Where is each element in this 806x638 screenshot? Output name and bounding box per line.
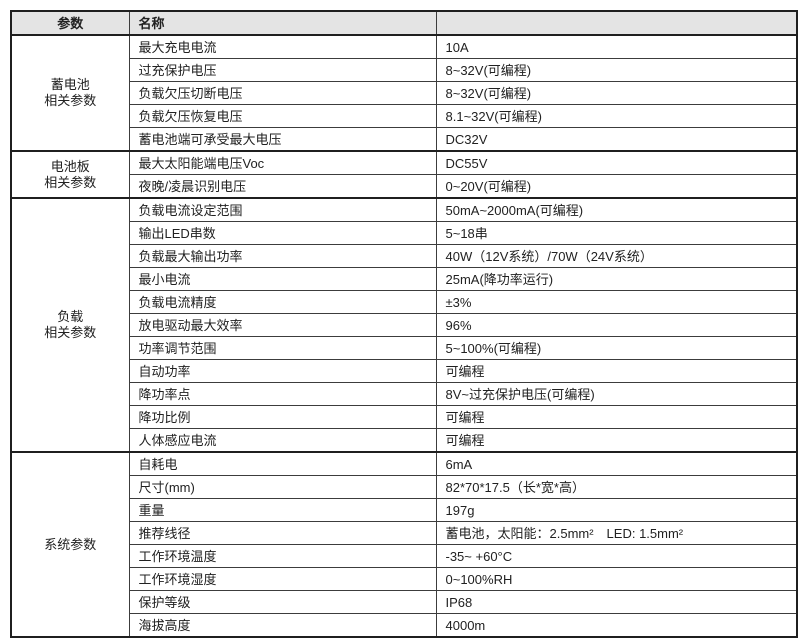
parameter-value-cell: DC32V xyxy=(435,127,798,152)
parameter-value-cell: 6mA xyxy=(435,451,798,476)
parameter-name-cell: 最大充电电流 xyxy=(128,34,437,59)
column-header-parameter: 参数 xyxy=(10,10,130,36)
parameter-value-cell: 可编程 xyxy=(435,428,798,453)
table-row: 保护等级 IP68 xyxy=(11,590,798,614)
table-row: 夜晚/凌晨识别电压 0~20V(可编程) xyxy=(11,174,798,199)
table-row: 最小电流 25mA(降功率运行) xyxy=(11,267,798,291)
parameter-value-cell: 10A xyxy=(435,34,798,59)
parameter-name-cell: 重量 xyxy=(128,498,437,522)
parameter-name-cell: 最大太阳能端电压Voc xyxy=(128,150,437,175)
parameter-name-cell: 夜晚/凌晨识别电压 xyxy=(128,174,437,199)
table-row: 负载最大输出功率 40W（12V系统）/70W（24V系统） xyxy=(11,244,798,268)
parameter-value-cell: 8V~过充保护电压(可编程) xyxy=(435,382,798,406)
parameter-value-cell: 可编程 xyxy=(435,405,798,429)
table-row: 海拔高度 4000m xyxy=(11,613,798,638)
table-row: 蓄电池端可承受最大电压 DC32V xyxy=(11,127,798,152)
parameter-value-cell: 25mA(降功率运行) xyxy=(435,267,798,291)
table-row: 重量 197g xyxy=(11,498,798,522)
parameter-name-cell: 工作环境温度 xyxy=(128,544,437,568)
parameter-name-cell: 负载电流精度 xyxy=(128,290,437,314)
category-cell: 蓄电池 相关参数 xyxy=(10,34,130,152)
table-row: 放电驱动最大效率 96% xyxy=(11,313,798,337)
parameter-value-cell: 蓄电池，太阳能：2.5mm² LED: 1.5mm² xyxy=(435,521,798,545)
spec-table: 参数 名称 蓄电池 相关参数 最大充电电流 10A 过充保护电压 8~32V(可编程) 负载… xyxy=(10,10,798,638)
parameter-name-cell: 过充保护电压 xyxy=(128,58,437,82)
table-row: 输出LED串数 5~18串 xyxy=(11,221,798,245)
parameter-name-cell: 功率调节范围 xyxy=(128,336,437,360)
parameter-value-cell: 8.1~32V(可编程) xyxy=(435,104,798,128)
parameter-name-cell: 自耗电 xyxy=(128,451,437,476)
parameter-name-cell: 输出LED串数 xyxy=(128,221,437,245)
parameter-value-cell: 82*70*17.5（长*宽*高） xyxy=(435,475,798,499)
table-row: 降功比例 可编程 xyxy=(11,405,798,429)
parameter-name-cell: 蓄电池端可承受最大电压 xyxy=(128,127,437,152)
table-row: 工作环境温度 -35~ +60°C xyxy=(11,544,798,568)
parameter-name-cell: 最小电流 xyxy=(128,267,437,291)
table-row: 尺寸(mm) 82*70*17.5（长*宽*高） xyxy=(11,475,798,499)
parameter-name-cell: 负载欠压恢复电压 xyxy=(128,104,437,128)
parameter-value-cell: 0~20V(可编程) xyxy=(435,174,798,199)
table-row: 系统参数 自耗电 6mA xyxy=(10,451,798,638)
table-row: 负载欠压切断电压 8~32V(可编程) xyxy=(11,81,798,105)
parameter-value-cell: IP68 xyxy=(435,590,798,614)
parameter-name-cell: 负载最大输出功率 xyxy=(128,244,437,268)
category-cell: 负载 相关参数 xyxy=(10,197,130,453)
table-row: 过充保护电压 8~32V(可编程) xyxy=(11,58,798,82)
parameter-name-cell: 人体感应电流 xyxy=(128,428,437,453)
parameter-value-cell: 8~32V(可编程) xyxy=(435,58,798,82)
parameter-name-cell: 降功率点 xyxy=(128,382,437,406)
parameter-value-cell: 5~18串 xyxy=(435,221,798,245)
table-row: 人体感应电流 可编程 xyxy=(11,428,798,453)
parameter-name-cell: 负载欠压切断电压 xyxy=(128,81,437,105)
parameter-value-cell: 50mA~2000mA(可编程) xyxy=(435,197,798,222)
parameter-name-cell: 海拔高度 xyxy=(128,613,437,638)
table-row: 自动功率 可编程 xyxy=(11,359,798,383)
parameter-name-cell: 保护等级 xyxy=(128,590,437,614)
parameter-name-cell: 放电驱动最大效率 xyxy=(128,313,437,337)
parameter-name-cell: 尺寸(mm) xyxy=(128,475,437,499)
header-row: 参数 名称 xyxy=(10,10,798,36)
parameter-value-cell: 可编程 xyxy=(435,359,798,383)
parameter-name-cell: 降功比例 xyxy=(128,405,437,429)
parameter-value-cell: 8~32V(可编程) xyxy=(435,81,798,105)
parameter-value-cell: DC55V xyxy=(435,150,798,175)
table-row: 负载 相关参数 负载电流设定范围 50mA~2000mA(可编程) xyxy=(10,197,798,453)
table-row: 电池板 相关参数 最大太阳能端电压Voc DC55V xyxy=(10,150,798,199)
table-row: 负载电流精度 ±3% xyxy=(11,290,798,314)
parameter-name-cell: 推荐线径 xyxy=(128,521,437,545)
table-row: 蓄电池 相关参数 最大充电电流 10A xyxy=(10,34,798,152)
category-cell: 系统参数 xyxy=(10,451,130,638)
table-row: 工作环境湿度 0~100%RH xyxy=(11,567,798,591)
parameter-value-cell: ±3% xyxy=(435,290,798,314)
category-cell: 电池板 相关参数 xyxy=(10,150,130,199)
parameter-name-cell: 自动功率 xyxy=(128,359,437,383)
column-header-value xyxy=(435,10,798,36)
parameter-value-cell: -35~ +60°C xyxy=(435,544,798,568)
parameter-name-cell: 工作环境湿度 xyxy=(128,567,437,591)
parameter-value-cell: 96% xyxy=(435,313,798,337)
table-row: 降功率点 8V~过充保护电压(可编程) xyxy=(11,382,798,406)
parameter-value-cell: 40W（12V系统）/70W（24V系统） xyxy=(435,244,798,268)
parameter-value-cell: 0~100%RH xyxy=(435,567,798,591)
parameter-name-cell: 负载电流设定范围 xyxy=(128,197,437,222)
parameter-value-cell: 197g xyxy=(435,498,798,522)
table-row: 负载欠压恢复电压 8.1~32V(可编程) xyxy=(11,104,798,128)
parameter-value-cell: 4000m xyxy=(435,613,798,638)
parameter-value-cell: 5~100%(可编程) xyxy=(435,336,798,360)
column-header-name: 名称 xyxy=(128,10,437,36)
table-row: 推荐线径 蓄电池，太阳能：2.5mm² LED: 1.5mm² xyxy=(11,521,798,545)
table-row: 功率调节范围 5~100%(可编程) xyxy=(11,336,798,360)
